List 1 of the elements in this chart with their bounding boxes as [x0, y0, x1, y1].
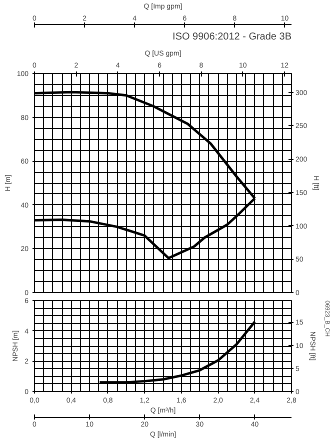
- chart-title: ISO 9906:2012 - Grade 3B: [172, 32, 292, 42]
